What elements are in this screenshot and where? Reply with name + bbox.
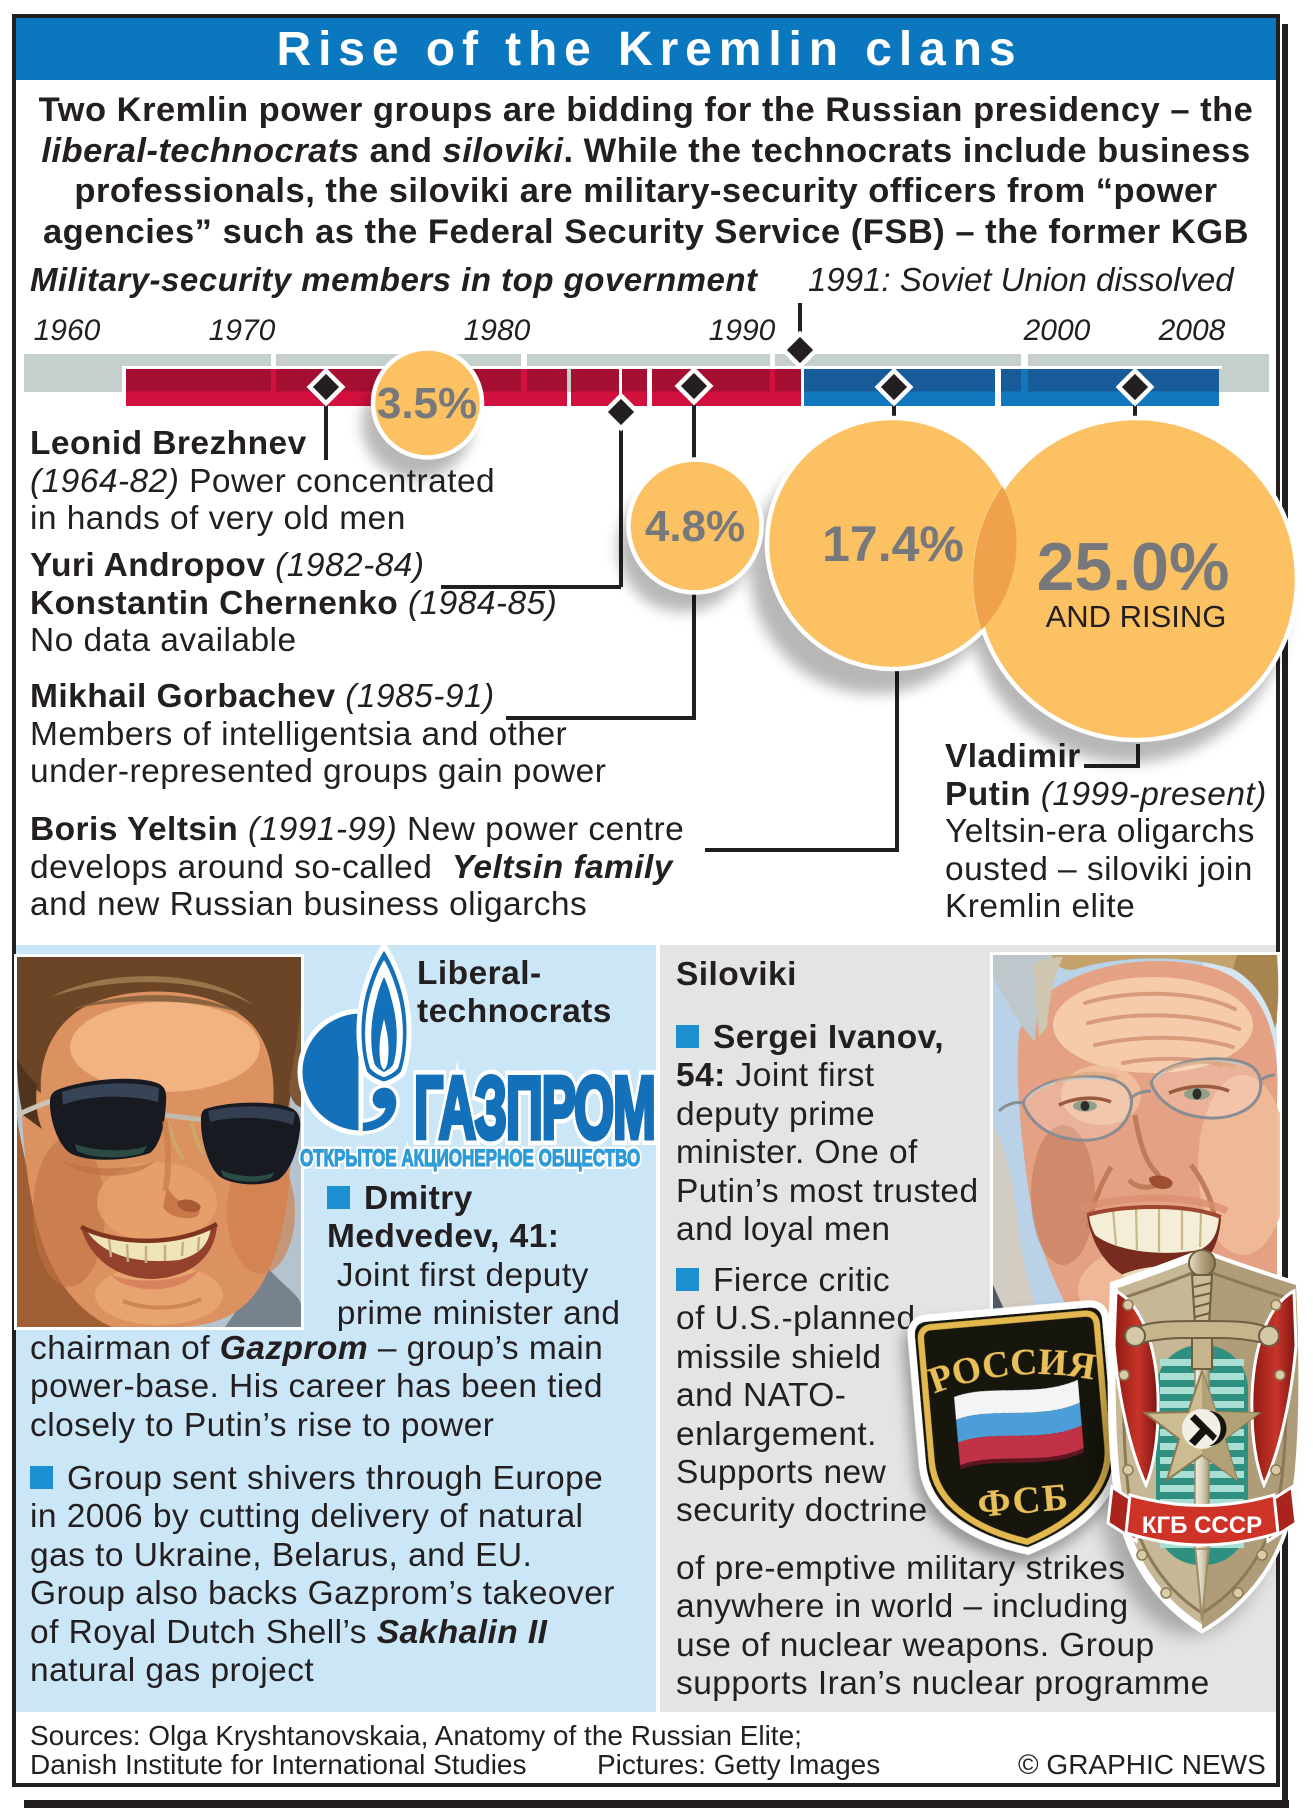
svg-text:ОТКРЫТОЕ АКЦИОНЕРНОЕ ОБЩЕСТВО: ОТКРЫТОЕ АКЦИОНЕРНОЕ ОБЩЕСТВО	[300, 1145, 640, 1172]
svg-text:ГАЗПРОМ: ГАЗПРОМ	[414, 1060, 655, 1158]
svg-text:КГБ СССР: КГБ СССР	[1142, 1512, 1262, 1539]
svg-text:4.8%: 4.8%	[645, 502, 745, 551]
svg-text:17.4%: 17.4%	[822, 516, 964, 572]
svg-text:25.0%: 25.0%	[1037, 529, 1230, 605]
svg-text:3.5%: 3.5%	[377, 379, 477, 428]
svg-text:AND RISING: AND RISING	[1046, 599, 1227, 634]
svg-text:ОТКРЫТОЕ АКЦИОНЕРНОЕ ОБЩЕСТВО: ОТКРЫТОЕ АКЦИОНЕРНОЕ ОБЩЕСТВО	[300, 1145, 640, 1172]
svg-text:ГАЗПРОМ: ГАЗПРОМ	[414, 1060, 655, 1158]
svg-text:ФСБ: ФСБ	[976, 1476, 1072, 1526]
